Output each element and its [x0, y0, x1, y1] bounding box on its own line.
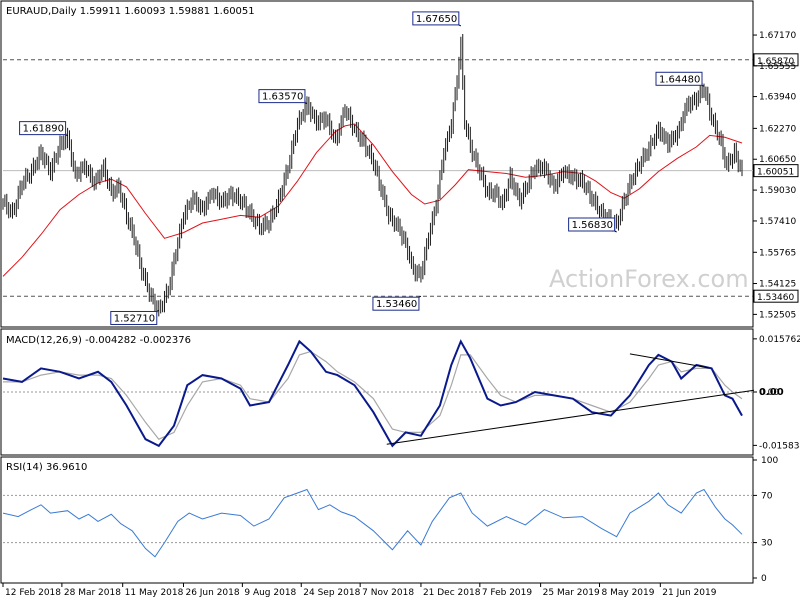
x-tick-label: 21 Dec 2018	[423, 588, 481, 598]
price-y-tick-label: 1.65555	[759, 62, 796, 72]
rsi-panel-frame	[0, 456, 754, 584]
price-y-tick-label: 1.60650	[759, 155, 796, 165]
price-annotation-box	[19, 121, 67, 136]
watermark: ActionForex.com	[549, 265, 749, 293]
x-tick-label: 25 Mar 2019	[543, 588, 600, 598]
price-annotation-label: 1.61890	[23, 124, 64, 135]
price-annotation-label: 1.53460	[376, 299, 417, 310]
macd-zero-label: 0.00	[759, 387, 784, 398]
price-y-axis: 1.67170 1.65555 1.63940 1.62270 1.60650 1.590…	[753, 31, 796, 320]
rsi-y-tick-label: 70	[761, 491, 773, 501]
price-y-tick-label: 1.54125	[759, 280, 796, 290]
current-price-box	[753, 164, 799, 178]
price-y-tick-label: 1.67170	[759, 31, 796, 41]
price-annotation-box	[568, 217, 616, 232]
price-annotation-label: 1.67650	[416, 14, 457, 25]
macd-signal-line	[3, 350, 743, 440]
macd-trendline	[386, 389, 755, 445]
rsi-series-line	[2, 488, 743, 558]
x-tick-label: 7 Feb 2019	[482, 588, 533, 598]
price-horizontal-lines: 1.65870 1.53460 1.60051	[3, 53, 799, 303]
macd-trendline	[629, 353, 709, 369]
price-annotation-label: 1.52710	[114, 313, 155, 324]
rsi-y-tick-label: 0	[761, 574, 767, 584]
price-y-tick-label: 1.55765	[759, 248, 796, 258]
price-annotation-box	[372, 296, 420, 311]
x-tick-label: 12 Feb 2018	[5, 588, 61, 598]
x-tick-label: 28 Mar 2018	[64, 588, 121, 598]
macd-panel-header: MACD(12,26,9) -0.004282 -0.002376	[6, 335, 191, 346]
price-annotation-box	[110, 310, 158, 325]
x-tick-label: 7 Nov 2018	[362, 588, 414, 598]
price-series	[2, 33, 743, 317]
x-tick-label: 21 Jun 2019	[662, 588, 716, 598]
rsi-line	[2, 488, 743, 558]
price-y-tick-label: 1.62270	[759, 124, 796, 134]
macd-y-tick-label: -0.015834	[759, 441, 800, 451]
level-label: 1.65870	[757, 57, 794, 67]
rsi-panel-header: RSI(14) 36.9610	[6, 462, 87, 473]
x-tick-label: 11 May 2018	[125, 588, 184, 598]
level-label-box	[753, 53, 799, 67]
level-label: 1.53460	[757, 293, 794, 303]
signal-line	[3, 350, 743, 440]
rsi-y-axis: 100 70 30 0	[753, 456, 778, 584]
macd-y-tick-label: 0.00	[759, 388, 779, 398]
x-axis: 12 Feb 2018 28 Mar 2018 11 May 2018 26 Jun …	[2, 583, 717, 598]
macd-main-line	[2, 339, 743, 448]
price-panel-header: EURAUD,Daily 1.59911 1.60093 1.59881 1.6…	[6, 6, 255, 17]
macd-y-tick-label: 0.015762	[759, 335, 800, 345]
rsi-y-tick-label: 100	[761, 456, 778, 466]
x-tick-label: 9 Aug 2018	[244, 588, 296, 598]
macd-line	[2, 339, 743, 448]
x-tick-label: 24 Sep 2018	[303, 588, 360, 598]
price-annotation-box	[655, 71, 703, 86]
price-y-tick-label: 1.63940	[759, 93, 796, 103]
price-y-tick-label: 1.52505	[759, 310, 796, 320]
current-price-label: 1.60051	[757, 168, 794, 178]
price-annotations: 1.61890 1.52710 1.63570 1.67650 1.53460 1.568…	[19, 11, 705, 325]
price-annotation-label: 1.63570	[262, 92, 303, 103]
rsi-level-lines	[3, 494, 753, 544]
x-tick-label: 8 May 2019	[602, 588, 655, 598]
rsi-y-tick-label: 30	[761, 539, 773, 549]
price-annotation-box	[258, 89, 306, 104]
price-y-tick-label: 1.59030	[759, 186, 796, 196]
price-y-tick-label: 1.57410	[759, 217, 796, 227]
price-annotation-box	[412, 11, 460, 26]
price-annotation-label: 1.56830	[572, 220, 613, 231]
level-label-box	[753, 289, 799, 303]
macd-trendlines	[386, 353, 755, 445]
price-annotation-label: 1.64480	[659, 74, 700, 85]
x-tick-label: 26 Jun 2018	[185, 588, 239, 598]
